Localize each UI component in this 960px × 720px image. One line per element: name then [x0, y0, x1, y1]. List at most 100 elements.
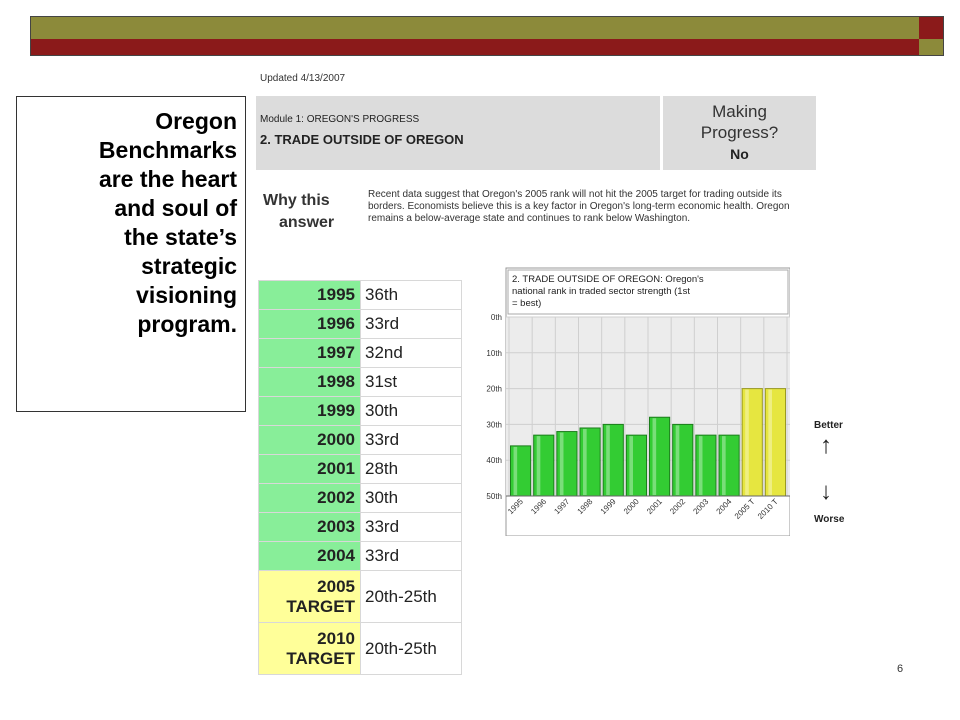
- table-row: 1998 31st: [258, 367, 462, 397]
- y-tick-label: 10th: [486, 349, 502, 358]
- quote-box: Oregon Benchmarks are the heart and soul of…: [16, 96, 246, 412]
- bar-highlight: [652, 418, 657, 495]
- arrow-down-icon: ↓: [820, 478, 832, 505]
- why-label-line2: answer: [279, 214, 335, 231]
- title-bar-bottom: [30, 39, 944, 56]
- rank-cell: 33rd: [360, 541, 462, 571]
- bar-highlight: [745, 389, 749, 495]
- bar-highlight: [583, 428, 587, 495]
- bar-highlight: [722, 436, 726, 495]
- target-label: TARGET: [286, 648, 355, 668]
- arrow-up-icon: ↑: [820, 432, 832, 459]
- table-row: 2004 33rd: [258, 541, 462, 571]
- page-number: 6: [897, 663, 904, 675]
- year-cell: 2001: [258, 454, 361, 484]
- table-row: 1996 33rd: [258, 309, 462, 339]
- y-tick-label: 20th: [486, 385, 502, 394]
- bar: [602, 423, 624, 497]
- bar-highlight: [768, 389, 772, 495]
- target-year: 2010: [317, 628, 355, 648]
- year-cell: 1996: [258, 309, 361, 339]
- rank-cell: 36th: [360, 280, 462, 310]
- table-row: 1995 36th: [258, 280, 462, 310]
- table-row: 2000 33rd: [258, 425, 462, 455]
- table-row: 2001 28th: [258, 454, 462, 484]
- year-cell: 1999: [258, 396, 361, 426]
- progress-answer: No: [730, 146, 749, 162]
- chart-title-line: = best): [512, 298, 541, 309]
- better-label: Better: [814, 420, 843, 431]
- bar-highlight: [698, 436, 703, 495]
- why-label-line1: Why this: [263, 192, 330, 209]
- target-row: 2005 TARGET 20th-25th: [258, 570, 462, 623]
- title-bar-maroon: [31, 39, 919, 55]
- updated-date: Updated 4/13/2007: [260, 73, 346, 84]
- year-cell: 2004: [258, 541, 361, 571]
- why-text: Recent data suggest that Oregon's 2005 r…: [368, 189, 790, 224]
- rank-cell: 33rd: [360, 512, 462, 542]
- bar-highlight: [675, 425, 680, 495]
- table-row: 1997 32nd: [258, 338, 462, 368]
- year-cell: 1998: [258, 367, 361, 397]
- bar-highlight: [536, 436, 541, 495]
- progress-question-2: Progress?: [700, 123, 779, 142]
- bar-highlight: [629, 436, 633, 495]
- title-bar-maroon-square: [919, 17, 943, 39]
- worse-label: Worse: [814, 514, 845, 525]
- quote-line: strategic: [141, 253, 237, 279]
- y-tick-label: 0th: [491, 313, 502, 322]
- target-year-cell: 2005 TARGET: [258, 570, 361, 623]
- rank-cell: 32nd: [360, 338, 462, 368]
- bar: [533, 434, 555, 497]
- rank-table: 1995 36th 1996 33rd 1997 32nd 1998 31st 1999 30th…: [258, 280, 462, 675]
- target-row: 2010 TARGET 20th-25th: [258, 622, 462, 675]
- table-row: 1999 30th: [258, 396, 462, 426]
- progress-question-1: Making: [712, 102, 767, 121]
- y-tick-label: 50th: [486, 492, 502, 501]
- quote-line: the state’s: [124, 224, 237, 250]
- chart-title-box: [507, 269, 789, 315]
- target-year: 2005: [317, 576, 355, 596]
- quote-line: are the heart: [98, 166, 237, 192]
- year-cell: 2003: [258, 512, 361, 542]
- progress-box: Making Progress? No: [663, 96, 816, 170]
- year-cell: 1995: [258, 280, 361, 310]
- quote-line: Benchmarks: [98, 137, 237, 163]
- quote-line: and soul of: [114, 195, 237, 221]
- module-subtitle: 2. TRADE OUTSIDE OF OREGON: [260, 132, 464, 147]
- title-bar-top: [30, 16, 944, 40]
- rank-cell: 31st: [360, 367, 462, 397]
- rank-cell: 33rd: [360, 425, 462, 455]
- bar-highlight: [513, 446, 518, 495]
- bar: [741, 388, 763, 497]
- rank-cell: 33rd: [360, 309, 462, 339]
- quote-line: program.: [137, 311, 237, 337]
- target-label: TARGET: [286, 596, 355, 616]
- rank-bar-chart: 2. TRADE OUTSIDE OF OREGON: Oregon'snati…: [486, 267, 790, 536]
- y-tick-label: 40th: [486, 456, 502, 465]
- target-year-cell: 2010 TARGET: [258, 622, 361, 675]
- chart-title-line: national rank in traded sector strength …: [512, 286, 690, 297]
- bar-highlight: [559, 432, 564, 495]
- quote-line: Oregon: [155, 108, 237, 134]
- table-row: 2002 30th: [258, 483, 462, 513]
- year-cell: 2000: [258, 425, 361, 455]
- table-row: 2003 33rd: [258, 512, 462, 542]
- year-cell: 2002: [258, 483, 361, 513]
- rank-cell: 28th: [360, 454, 462, 484]
- bar-highlight: [606, 425, 610, 495]
- target-rank-cell: 20th-25th: [360, 570, 462, 623]
- quote-line: visioning: [136, 282, 237, 308]
- title-bar-olive: [31, 17, 919, 39]
- why-label: Why this answer: [263, 190, 363, 234]
- chart-title-line: 2. TRADE OUTSIDE OF OREGON: Oregon's: [512, 274, 704, 285]
- y-tick-label: 30th: [486, 420, 502, 429]
- rank-cell: 30th: [360, 483, 462, 513]
- module-label: Module 1: OREGON'S PROGRESS: [260, 114, 420, 125]
- title-bar-olive-square: [919, 39, 943, 55]
- rank-cell: 30th: [360, 396, 462, 426]
- year-cell: 1997: [258, 338, 361, 368]
- module-box: Module 1: OREGON'S PROGRESS 2. TRADE OUT…: [256, 96, 660, 170]
- target-rank-cell: 20th-25th: [360, 622, 462, 675]
- quote-text: Oregon Benchmarks are the heart and soul of…: [17, 107, 237, 339]
